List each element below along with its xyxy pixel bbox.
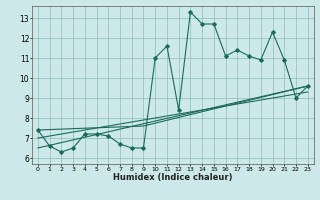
X-axis label: Humidex (Indice chaleur): Humidex (Indice chaleur) (113, 173, 233, 182)
